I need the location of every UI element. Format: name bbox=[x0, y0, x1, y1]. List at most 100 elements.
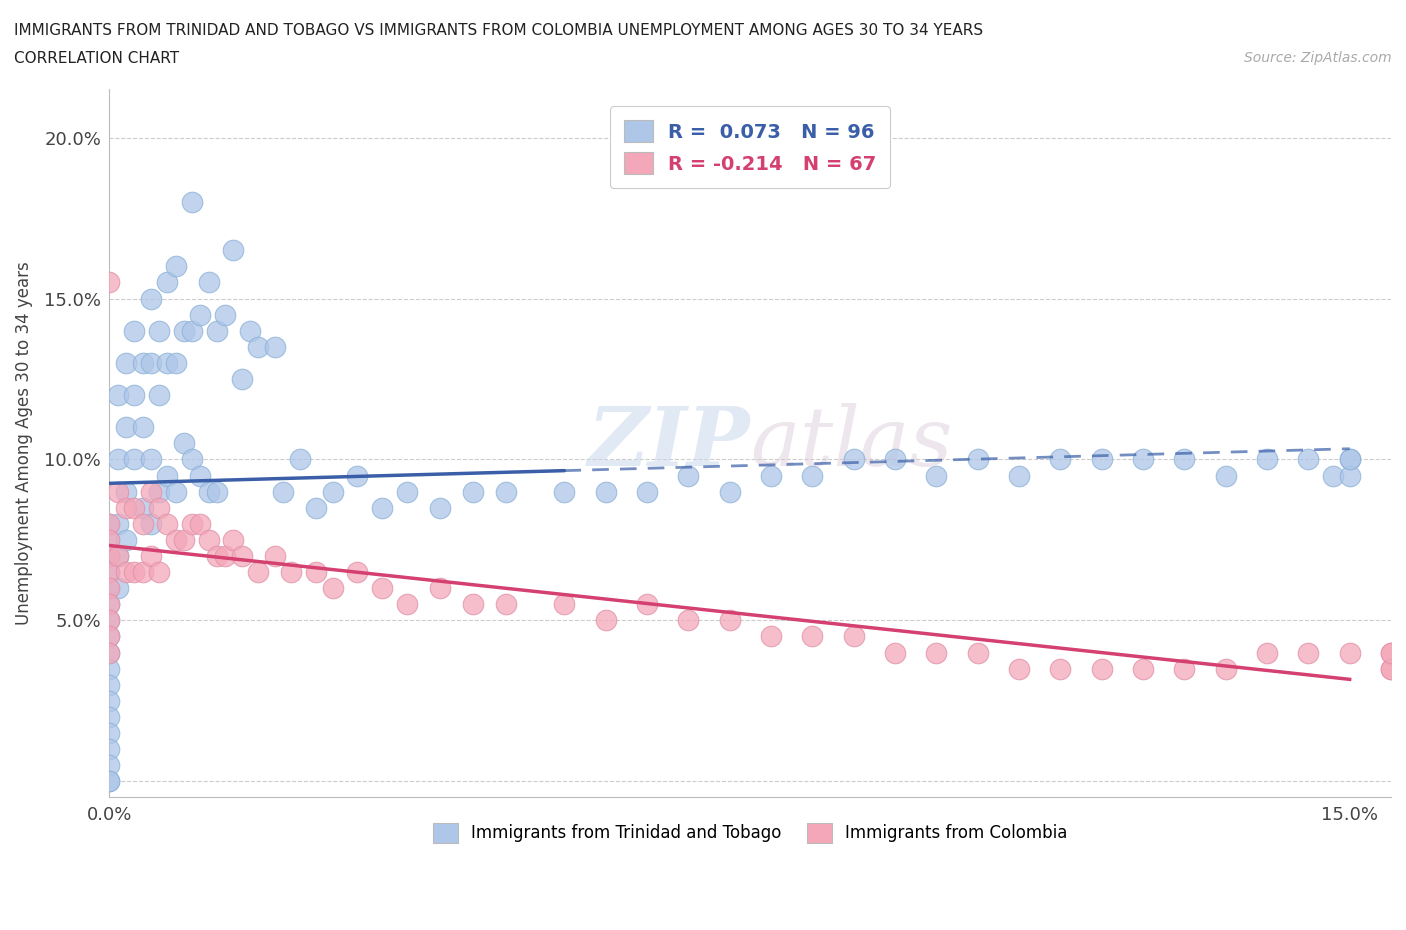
Point bbox=[115, 355, 138, 370]
Point bbox=[122, 324, 145, 339]
Point bbox=[371, 580, 394, 595]
Point bbox=[429, 580, 451, 595]
Point bbox=[98, 758, 121, 773]
Point bbox=[396, 485, 419, 499]
Point bbox=[181, 324, 204, 339]
Point bbox=[122, 500, 145, 515]
Point bbox=[148, 485, 170, 499]
Point bbox=[801, 468, 824, 483]
Point bbox=[1379, 645, 1402, 660]
Point bbox=[98, 597, 121, 612]
Point bbox=[1215, 468, 1237, 483]
Point bbox=[759, 468, 782, 483]
Point bbox=[346, 565, 368, 579]
Point bbox=[98, 516, 121, 531]
Point bbox=[595, 613, 617, 628]
Legend: Immigrants from Trinidad and Tobago, Immigrants from Colombia: Immigrants from Trinidad and Tobago, Imm… bbox=[426, 817, 1074, 849]
Point bbox=[98, 661, 121, 676]
Point bbox=[636, 597, 658, 612]
Point bbox=[553, 597, 575, 612]
Point bbox=[98, 533, 121, 548]
Point bbox=[1049, 452, 1071, 467]
Point bbox=[1256, 452, 1278, 467]
Point bbox=[1339, 452, 1361, 467]
Point bbox=[925, 645, 948, 660]
Point bbox=[801, 629, 824, 644]
Point bbox=[718, 613, 741, 628]
Point bbox=[214, 549, 236, 564]
Point bbox=[966, 452, 988, 467]
Point bbox=[98, 565, 121, 579]
Y-axis label: Unemployment Among Ages 30 to 34 years: Unemployment Among Ages 30 to 34 years bbox=[15, 261, 32, 625]
Point bbox=[98, 580, 121, 595]
Point bbox=[322, 485, 344, 499]
Point bbox=[718, 485, 741, 499]
Point bbox=[1322, 468, 1344, 483]
Point bbox=[156, 355, 179, 370]
Point bbox=[98, 613, 121, 628]
Point bbox=[247, 339, 270, 354]
Point bbox=[263, 339, 285, 354]
Point bbox=[181, 452, 204, 467]
Point bbox=[139, 549, 162, 564]
Point bbox=[139, 516, 162, 531]
Point bbox=[247, 565, 270, 579]
Point bbox=[139, 485, 162, 499]
Point bbox=[595, 485, 617, 499]
Point bbox=[181, 194, 204, 209]
Point bbox=[1173, 661, 1195, 676]
Point bbox=[190, 307, 212, 322]
Point bbox=[1008, 661, 1031, 676]
Point bbox=[322, 580, 344, 595]
Point bbox=[463, 597, 485, 612]
Point bbox=[759, 629, 782, 644]
Point bbox=[122, 452, 145, 467]
Point bbox=[288, 452, 311, 467]
Point bbox=[305, 565, 328, 579]
Point bbox=[1339, 645, 1361, 660]
Point bbox=[553, 485, 575, 499]
Point bbox=[1298, 452, 1320, 467]
Point bbox=[98, 645, 121, 660]
Text: ZIP: ZIP bbox=[588, 404, 751, 484]
Point bbox=[131, 500, 153, 515]
Point bbox=[305, 500, 328, 515]
Point bbox=[1256, 645, 1278, 660]
Point bbox=[1132, 661, 1154, 676]
Point bbox=[495, 485, 517, 499]
Point bbox=[190, 468, 212, 483]
Point bbox=[676, 613, 699, 628]
Point bbox=[98, 597, 121, 612]
Point bbox=[883, 645, 905, 660]
Point bbox=[1091, 452, 1114, 467]
Point bbox=[495, 597, 517, 612]
Point bbox=[156, 468, 179, 483]
Point bbox=[190, 516, 212, 531]
Point bbox=[231, 372, 253, 387]
Point bbox=[883, 452, 905, 467]
Point bbox=[231, 549, 253, 564]
Point bbox=[98, 710, 121, 724]
Text: IMMIGRANTS FROM TRINIDAD AND TOBAGO VS IMMIGRANTS FROM COLOMBIA UNEMPLOYMENT AMO: IMMIGRANTS FROM TRINIDAD AND TOBAGO VS I… bbox=[14, 23, 983, 38]
Point bbox=[139, 452, 162, 467]
Point bbox=[1173, 452, 1195, 467]
Point bbox=[842, 629, 865, 644]
Point bbox=[165, 259, 187, 273]
Point bbox=[115, 485, 138, 499]
Point bbox=[139, 291, 162, 306]
Point bbox=[222, 533, 245, 548]
Point bbox=[98, 694, 121, 709]
Point bbox=[966, 645, 988, 660]
Point bbox=[173, 324, 195, 339]
Point bbox=[98, 516, 121, 531]
Point bbox=[280, 565, 302, 579]
Point bbox=[396, 597, 419, 612]
Point bbox=[636, 485, 658, 499]
Point bbox=[676, 468, 699, 483]
Point bbox=[165, 355, 187, 370]
Point bbox=[156, 516, 179, 531]
Point bbox=[1298, 645, 1320, 660]
Point bbox=[197, 485, 219, 499]
Point bbox=[148, 565, 170, 579]
Point bbox=[107, 485, 129, 499]
